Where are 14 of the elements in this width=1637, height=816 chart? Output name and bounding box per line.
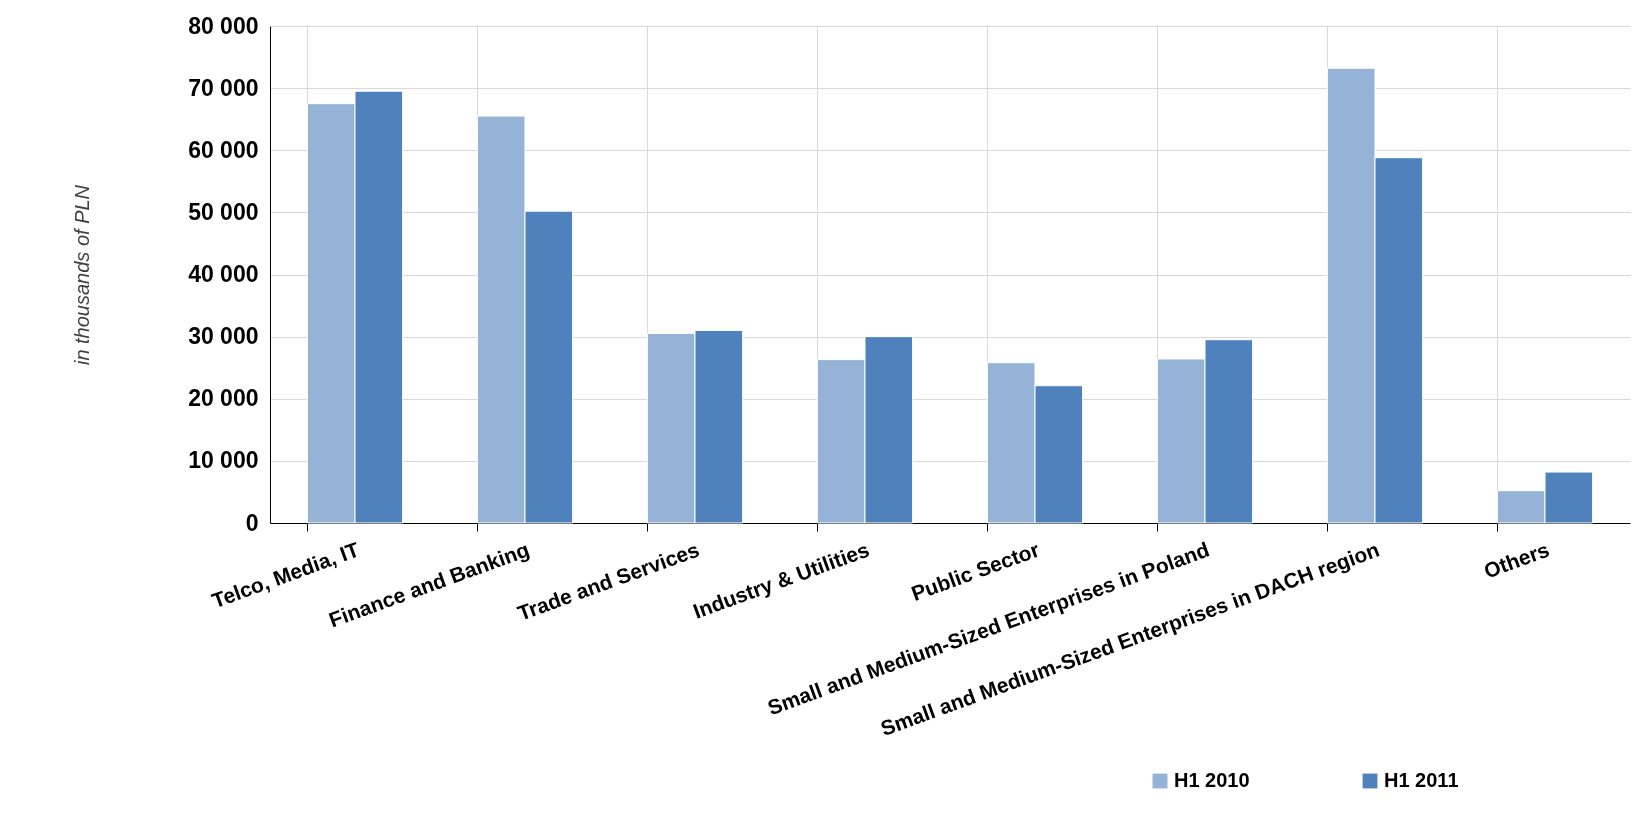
legend-label: H1 2010 <box>1174 769 1250 791</box>
y-tick-label: 70 000 <box>188 74 259 101</box>
y-tick-label: 40 000 <box>188 261 259 287</box>
x-tick-label: Others <box>1480 537 1553 583</box>
y-tick-label: 50 000 <box>188 198 259 225</box>
y-axis-title: in thousands of PLN <box>71 184 94 366</box>
y-tick-label: 10 000 <box>188 447 259 474</box>
y-tick-label: 0 <box>245 509 259 536</box>
x-tick-label: Public Sector <box>908 537 1043 606</box>
y-tick-label: 60 000 <box>188 136 259 163</box>
legend-label: H1 2011 <box>1384 769 1459 791</box>
y-tick-label: 80 000 <box>188 12 259 39</box>
y-tick-label: 20 000 <box>188 385 259 412</box>
y-tick-label: 30 000 <box>188 323 259 350</box>
